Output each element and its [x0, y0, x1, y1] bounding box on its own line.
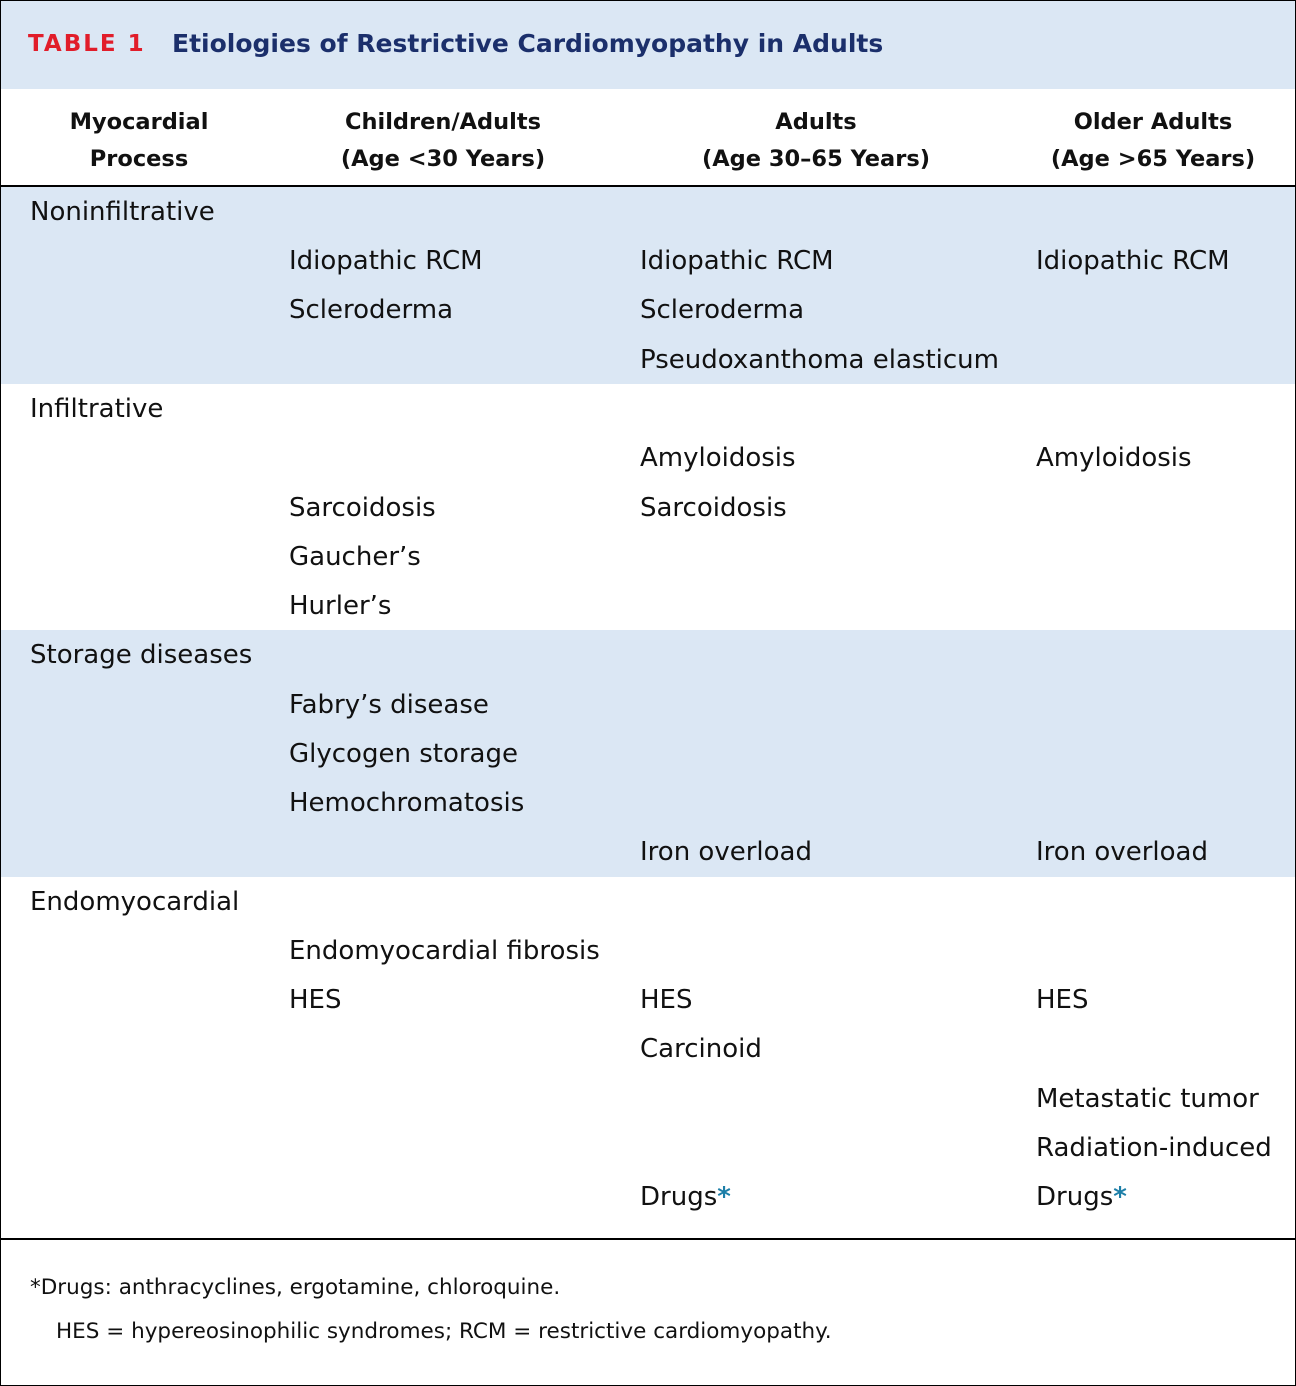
cell-entry: HES	[1036, 985, 1089, 1015]
cell-entry: Scleroderma	[289, 295, 454, 325]
column-header-older-adults: Older Adults (Age >65 Years)	[1018, 104, 1288, 178]
cell-entry: Sarcoidosis	[640, 493, 787, 523]
table-title-bar: TABLE 1 Etiologies of Restrictive Cardio…	[1, 1, 1295, 89]
column-header-line: Adults	[775, 109, 857, 135]
cell-entry: Carcinoid	[640, 1034, 762, 1064]
column-header-line: (Age 30–65 Years)	[701, 146, 931, 172]
table-title: Etiologies of Restrictive Cardiomyopathy…	[172, 29, 884, 58]
cell-entry: Scleroderma	[640, 295, 805, 325]
column-header-line: Process	[89, 146, 189, 172]
column-header-children-adults: Children/Adults (Age <30 Years)	[293, 104, 593, 178]
cell-entry: Hemochromatosis	[289, 788, 525, 818]
column-header-line: Older Adults	[1073, 109, 1233, 135]
cell-entry: Sarcoidosis	[289, 493, 436, 523]
cell-entry: Metastatic tumor	[1036, 1084, 1259, 1114]
footnote-abbreviations: HES = hypereosinophilic syndromes; RCM =…	[56, 1319, 832, 1344]
category-endomyocardial: Endomyocardial	[30, 887, 240, 917]
column-header-line: Myocardial	[69, 109, 209, 135]
category-noninfiltrative: Noninfiltrative	[30, 197, 215, 227]
cell-entry: Pseudoxanthoma elasticum	[640, 345, 999, 375]
footnote-drugs: *Drugs: anthracyclines, ergotamine, chlo…	[30, 1275, 561, 1300]
category-storage-diseases: Storage diseases	[30, 640, 253, 670]
column-header-myocardial-process: Myocardial Process	[39, 104, 239, 178]
category-infiltrative: Infiltrative	[30, 394, 164, 424]
cell-entry-text: Drugs	[640, 1182, 718, 1212]
column-header-adults: Adults (Age 30–65 Years)	[666, 104, 966, 178]
cell-entry: Gaucher’s	[289, 542, 421, 572]
cell-entry: Radiation-induced	[1036, 1133, 1272, 1163]
column-header-line: Children/Adults	[344, 109, 542, 135]
header-rule	[1, 185, 1295, 187]
cell-entry: Iron overload	[640, 837, 812, 867]
cell-entry-drugs: Drugs*	[640, 1182, 731, 1212]
cell-entry: Amyloidosis	[640, 443, 796, 473]
column-header-line: (Age >65 Years)	[1050, 146, 1256, 172]
cell-entry: Idiopathic RCM	[1036, 246, 1230, 276]
table-label: TABLE 1	[28, 31, 146, 57]
cell-entry: Fabry’s disease	[289, 690, 489, 720]
cell-entry: Glycogen storage	[289, 739, 518, 769]
cell-entry: Endomyocardial fibrosis	[289, 936, 600, 966]
cell-entry: Hurler’s	[289, 591, 392, 621]
row-band-storage-diseases	[1, 630, 1295, 877]
cell-entry-text: Drugs	[1036, 1182, 1114, 1212]
footnote-marker: *	[717, 1182, 731, 1212]
table-header: Myocardial Process Children/Adults (Age …	[1, 89, 1295, 186]
cell-entry: HES	[289, 985, 342, 1015]
cell-entry: Iron overload	[1036, 837, 1208, 867]
footnote-marker: *	[1113, 1182, 1127, 1212]
cell-entry: Idiopathic RCM	[640, 246, 834, 276]
cell-entry: HES	[640, 985, 693, 1015]
cell-entry: Amyloidosis	[1036, 443, 1192, 473]
cell-entry: Idiopathic RCM	[289, 246, 483, 276]
table-bottom-rule	[1, 1238, 1295, 1240]
cell-entry-drugs: Drugs*	[1036, 1182, 1127, 1212]
row-band-noninfiltrative	[1, 187, 1295, 384]
column-header-line: (Age <30 Years)	[340, 146, 546, 172]
